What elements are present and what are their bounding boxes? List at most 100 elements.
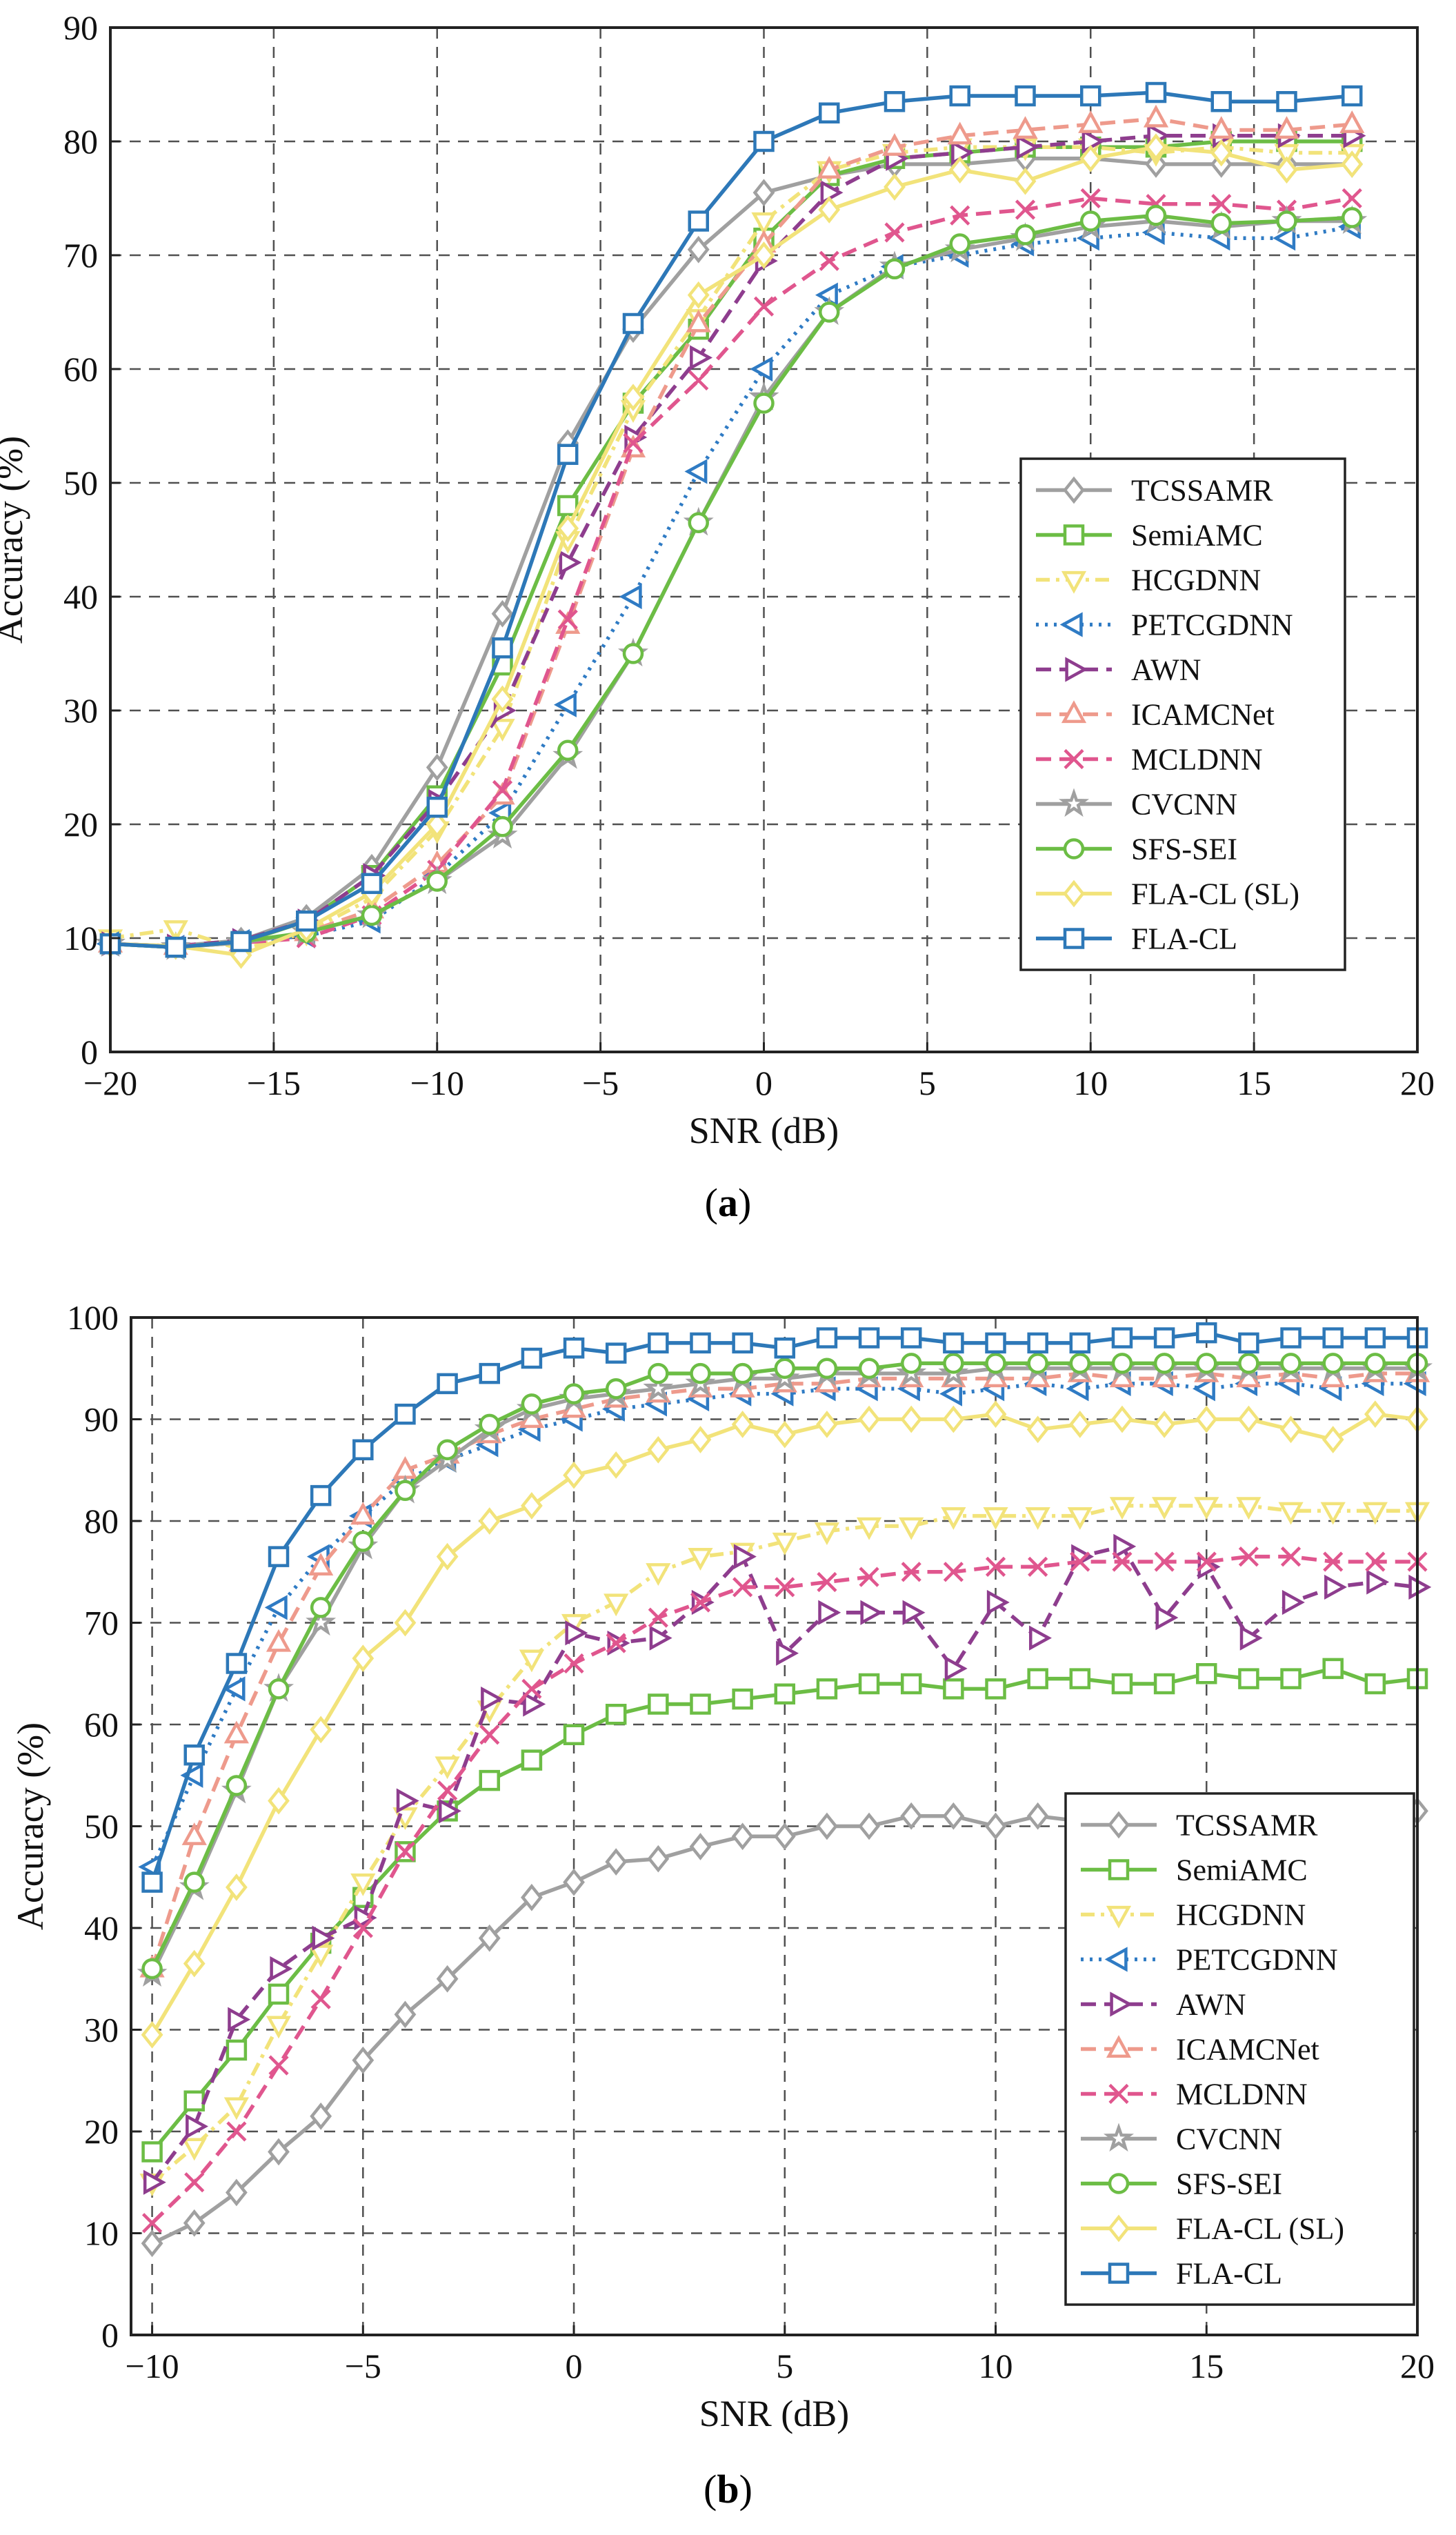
chart-a-series-hcgdnn-point xyxy=(1274,143,1299,167)
chart-b-series-hcgdnn-point xyxy=(181,2138,207,2161)
chart-b-series-awn-point xyxy=(481,1687,504,1712)
chart-b-series-fla-cl xyxy=(141,1322,1428,1893)
chart-b-series-sfs-sei-point xyxy=(1027,1353,1048,1374)
chart-a-series-sfs-sei-point xyxy=(1015,224,1036,246)
chart-a-series-petcgdnn-point xyxy=(553,692,577,717)
chart-b-series-hcgdnn-point xyxy=(646,1563,671,1587)
chart-b-series-fla-cl-point xyxy=(816,1327,838,1349)
chart-b-series-tcssamr-point xyxy=(942,1802,965,1830)
chart-b-series-tcssamr-point xyxy=(689,1833,712,1860)
chart-a-series-sfs-sei-point xyxy=(1342,207,1363,228)
chart-b-xtick-label: 0 xyxy=(566,2347,583,2385)
chart-a-series-semiamc-point xyxy=(557,495,579,517)
chart-a-x-axis-label: SNR (dB) xyxy=(689,1110,839,1151)
chart-a-series-petcgdnn-point xyxy=(750,356,773,382)
chart-b-series-sfs-sei-point xyxy=(352,1531,374,1552)
chart-a-ytick-label: 60 xyxy=(63,350,98,388)
chart-b-series-hcgdnn-point xyxy=(1362,1502,1388,1525)
chart-b-series-semiamc-point xyxy=(226,2039,248,2061)
chart-b-series-semiamc-point xyxy=(479,1769,501,1791)
chart-b-series-semiamc xyxy=(141,1658,1428,2163)
chart-a-legend-sfs-sei-marker xyxy=(1063,838,1085,859)
chart-a-series-fla-cl-point xyxy=(230,931,252,953)
chart-b-series-mcldnn-point xyxy=(1238,1547,1259,1567)
chart-b-series-semiamc-point xyxy=(943,1678,964,1700)
chart-b-ytick-label: 100 xyxy=(67,1298,119,1337)
chart-a-series-fla-cl-sl-point xyxy=(426,811,448,838)
chart-b-series-fla-cl-sl-point xyxy=(816,1411,838,1438)
chart-b-series-mcldnn-point xyxy=(690,1592,711,1613)
chart-b-series-mcldnn-point xyxy=(141,2213,163,2234)
chart-a-series-hcgdnn-point xyxy=(751,212,777,235)
chart-a-series-tcssamr-point xyxy=(491,599,514,628)
chart-a-series-icamcnet-point xyxy=(881,132,908,156)
chart-a-legend-petcgdnn-label: PETCGDNN xyxy=(1131,608,1293,642)
chart-a-series-awn-point xyxy=(1081,128,1105,155)
chart-b-legend-petcgdnn-label: PETCGDNN xyxy=(1176,1943,1338,1977)
chart-b-series-fla-cl-point xyxy=(1238,1332,1259,1354)
chart-b-legend: TCSSAMR SemiAMC HCGDNN PETCGDNN AWN ICAMCNet M… xyxy=(1064,1792,1415,2306)
chart-b-series-mcldnn-point xyxy=(268,2055,289,2076)
chart-a-series-awn-point xyxy=(559,550,582,575)
chart-b-series-fla-cl-sl-point xyxy=(731,1411,754,1438)
chart-b-series-semiamc-point xyxy=(900,1673,922,1695)
chart-a-series-mcldnn-point xyxy=(1211,194,1232,215)
chart-b-series-semiamc-point xyxy=(268,1983,290,2005)
chart-a-series-fla-cl-point xyxy=(361,873,383,895)
chart-b-series-awn-point xyxy=(1408,1574,1432,1600)
chart-b-series-fla-cl-sl-point xyxy=(1195,1405,1218,1433)
chart-a-legend-hcgdnn-marker xyxy=(1061,570,1087,594)
chart-b-ytick-label: 0 xyxy=(101,2316,119,2354)
chart-b-series-fla-cl-point xyxy=(1027,1332,1048,1354)
chart-b-series-tcssamr-point xyxy=(773,1822,796,1851)
chart-a-ytick-label: 0 xyxy=(81,1033,98,1071)
chart-a-series-sfs-sei-point xyxy=(557,739,579,761)
chart-a-series-fla-cl-sl-point xyxy=(1145,133,1167,161)
chart-b-series-mcldnn-point xyxy=(352,1918,373,1938)
chart-b-series-fla-cl-sl-point xyxy=(183,1949,206,1978)
chart-b-series-semiamc-point xyxy=(141,2141,163,2163)
chart-b-series-sfs-sei-point xyxy=(226,1775,248,1796)
chart-a-series-mcldnn-point xyxy=(557,609,578,630)
chart-b-series-awn-point xyxy=(986,1589,1010,1616)
chart-a-series-hcgdnn-line xyxy=(110,145,1353,952)
chart-b-series-awn-point xyxy=(1324,1574,1347,1600)
chart-a-series-mcldnn-point xyxy=(819,250,839,271)
chart-a-legend-cvcnn-label: CVCNN xyxy=(1131,788,1237,822)
chart-a-series-sfs-sei-point xyxy=(949,233,970,255)
chart-a-ytick-label: 70 xyxy=(63,236,98,275)
chart-b-series-awn-point xyxy=(860,1600,884,1625)
chart-b-series-awn-point xyxy=(1282,1589,1305,1616)
chart-b-series-sfs-sei-point xyxy=(1196,1353,1217,1374)
chart-b-series-hcgdnn-point xyxy=(266,2016,292,2039)
chart-b-series-cvcnn-point xyxy=(643,1373,674,1402)
chart-b-series-semiamc-point xyxy=(985,1678,1006,1700)
chart-b-series-mcldnn-point xyxy=(732,1577,753,1598)
chart-a-xtick-label: 15 xyxy=(1237,1064,1271,1102)
chart-b-series-sfs-sei-point xyxy=(690,1362,711,1384)
chart-a-series-icamcnet-point xyxy=(686,309,711,332)
chart-a-legend-icamcnet-marker xyxy=(1061,700,1087,724)
chart-b-legend-fla-cl-label: FLA-CL xyxy=(1176,2257,1282,2291)
chart-b-legend-hcgdnn-label: HCGDNN xyxy=(1176,1898,1306,1932)
chart-b-series-mcldnn-point xyxy=(479,1724,500,1745)
chart-a-series-fla-cl-point xyxy=(1080,85,1101,107)
chart-a-legend-tcssamr-label: TCSSAMR xyxy=(1131,474,1273,508)
chart-a-series-mcldnn-point xyxy=(1080,188,1101,209)
chart-b-series-semiamc-point xyxy=(521,1749,543,1771)
chart-b: −10 −5 0 5 10 15 20 0 10 20 30 40 50 60 70 80 90 100 SNR (… xyxy=(10,1298,1435,2434)
chart-b-series-mcldnn-point xyxy=(648,1607,668,1628)
chart-b-series-sfs-sei-point xyxy=(858,1358,880,1379)
chart-a-series-petcgdnn-point xyxy=(619,584,642,610)
chart-b-series-fla-cl-sl-point xyxy=(1153,1411,1175,1438)
chart-b-series-semiamc-point xyxy=(1196,1663,1217,1684)
chart-a-y-axis-label: Accuracy (%) xyxy=(0,436,30,644)
chart-a-series-icamcnet-point xyxy=(1208,116,1234,139)
chart-b-ytick-label: 10 xyxy=(84,2214,119,2253)
chart-b-series-fla-cl-point xyxy=(479,1362,501,1384)
chart-b-series-hcgdnn-point xyxy=(604,1593,629,1617)
chart-b-series-mcldnn-point xyxy=(521,1678,542,1699)
chart-b-legend-sfs-sei-label: SFS-SEI xyxy=(1176,2167,1282,2201)
chart-b-series-semiamc-point xyxy=(648,1693,669,1715)
chart-a-series-mcldnn-point xyxy=(623,433,644,453)
